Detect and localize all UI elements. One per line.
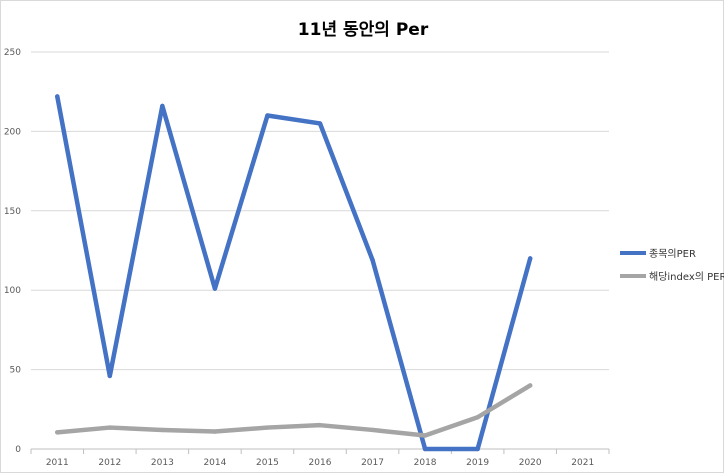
data-point-series-1 (475, 446, 480, 452)
data-point-series-2 (55, 430, 60, 435)
data-point-series-1 (317, 121, 323, 126)
legend-label-series-2: 해당index의 PER (649, 272, 724, 283)
data-point-series-2 (317, 422, 323, 428)
x-tick-label: 2012 (98, 458, 121, 468)
x-tick-label: 2020 (519, 458, 542, 468)
data-point-series-1 (107, 373, 113, 379)
data-point-series-2 (265, 425, 270, 430)
y-tick-label: 0 (15, 445, 21, 455)
data-point-series-2 (370, 427, 375, 433)
x-tick-label: 2016 (309, 458, 332, 468)
legend-swatch-series-1 (620, 250, 646, 255)
x-tick-label: 2014 (203, 458, 226, 468)
x-tick-label: 2019 (466, 458, 489, 468)
x-tick-label: 2015 (256, 458, 279, 468)
y-tick-label: 50 (10, 366, 22, 376)
data-point-series-2 (160, 427, 165, 433)
data-point-series-1 (212, 286, 218, 291)
y-tick-label: 150 (4, 207, 21, 217)
series-line-2 (55, 383, 533, 438)
series-line-1 (55, 94, 533, 452)
chart-title: 11년 동안의 Per (297, 20, 429, 40)
data-point-series-2 (475, 415, 480, 420)
x-tick-label: 2013 (151, 458, 174, 468)
data-point-series-1 (160, 103, 165, 109)
y-tick-label: 200 (4, 127, 21, 137)
legend-item-series-2: 해당index의 PER (620, 264, 724, 287)
x-tick-label: 2011 (46, 458, 69, 468)
legend-item-series-1: 종목의PER (620, 241, 724, 264)
x-tick-label: 2021 (571, 458, 594, 468)
data-point-series-2 (212, 429, 218, 434)
data-point-series-1 (55, 94, 60, 99)
legend: 종목의PER 해당index의 PER (620, 241, 724, 287)
y-tick-label: 250 (4, 48, 21, 58)
legend-swatch-series-2 (620, 273, 646, 278)
y-tick-label: 100 (4, 286, 21, 296)
x-tick-label: 2018 (414, 458, 437, 468)
data-point-series-1 (265, 113, 270, 118)
data-point-series-2 (107, 425, 113, 430)
legend-label-series-1: 종목의PER (649, 249, 696, 260)
x-tick-label: 2017 (361, 458, 384, 468)
data-point-series-1 (422, 446, 428, 452)
data-point-series-1 (370, 257, 375, 263)
data-point-series-2 (422, 433, 428, 438)
data-point-series-1 (527, 256, 533, 261)
data-point-series-2 (527, 383, 533, 388)
